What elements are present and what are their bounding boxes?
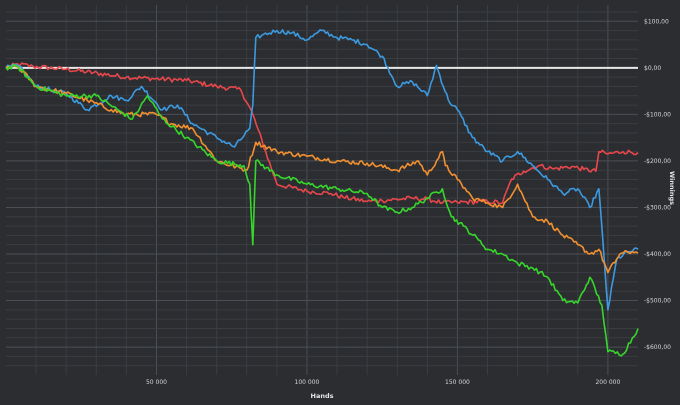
y-tick-label: -$300,00 <box>644 204 671 211</box>
y-axis-title: Winnings <box>668 171 676 205</box>
x-tick-label: 200 000 <box>595 379 620 386</box>
y-tick-label: -$100,00 <box>644 111 671 118</box>
x-axis-ticks: 50 000 100 000 150 000 200 000 <box>146 379 621 386</box>
series-lines <box>5 29 639 357</box>
grid-lines <box>6 5 638 375</box>
x-tick-label: 100 000 <box>295 379 320 386</box>
series-line-4 <box>5 64 639 357</box>
x-axis-title: Hands <box>311 392 334 400</box>
x-tick-label: 150 000 <box>445 379 470 386</box>
x-tick-label: 50 000 <box>146 379 167 386</box>
y-tick-label: $0,00 <box>644 65 661 72</box>
y-tick-label: $100,00 <box>644 18 669 25</box>
y-axis-ticks: $100,00 $0,00 -$100,00 -$200,00 -$300,00 -$40… <box>644 18 671 351</box>
series-line-1 <box>5 62 639 205</box>
series-line-3 <box>5 64 639 274</box>
y-tick-label: -$500,00 <box>644 298 671 305</box>
y-tick-label: -$200,00 <box>644 158 671 165</box>
y-tick-label: -$400,00 <box>644 251 671 258</box>
series-line-2 <box>5 29 639 311</box>
y-tick-label: -$600,00 <box>644 344 671 351</box>
